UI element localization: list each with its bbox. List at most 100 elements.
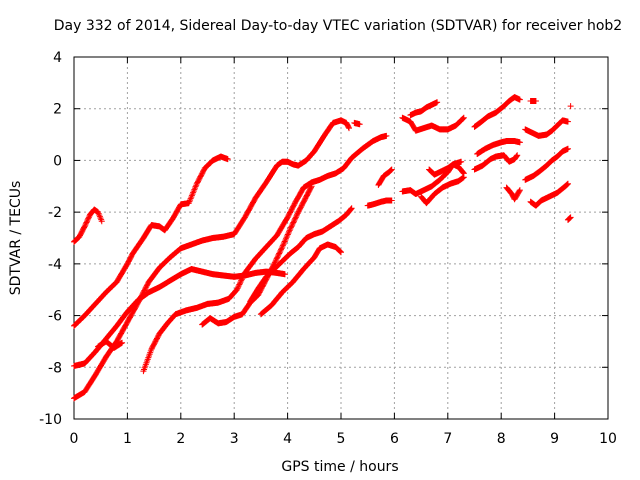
series-track: [426, 161, 467, 178]
data-point-marker: [240, 272, 247, 279]
data-point-marker: [287, 225, 294, 232]
data-point-marker: [279, 242, 286, 249]
x-tick-label: 2: [176, 431, 185, 447]
y-tick-labels: -10 -8 -6 -4 -2 0 2 4: [39, 50, 62, 428]
data-point-marker: [388, 166, 395, 173]
data-point-marker: [278, 245, 285, 252]
x-tick-label: 3: [230, 431, 239, 447]
data-point-marker: [283, 234, 290, 241]
x-tick-label: 1: [123, 431, 132, 447]
data-point-marker: [189, 191, 196, 198]
data-point-marker: [336, 248, 343, 255]
data-point-marker: [84, 218, 91, 225]
data-point-marker: [188, 194, 195, 201]
data-point-marker: [276, 249, 283, 256]
data-point-marker: [567, 103, 574, 110]
data-point-marker: [82, 222, 89, 229]
series-track: [564, 214, 574, 223]
data-point-marker: [348, 205, 355, 212]
series-track: [95, 338, 126, 351]
data-point-marker: [240, 273, 247, 280]
series-track: [257, 241, 344, 318]
data-point-marker: [281, 271, 288, 278]
x-tick-label: 9: [550, 431, 559, 447]
data-point-marker: [224, 156, 231, 163]
data-point-marker: [191, 186, 198, 193]
data-point-marker: [193, 182, 200, 189]
data-point-marker: [294, 211, 301, 218]
data-point-marker: [293, 213, 300, 220]
data-point-marker: [190, 188, 197, 195]
data-point-marker: [460, 169, 467, 176]
data-point-marker: [192, 183, 199, 190]
series-track: [71, 266, 288, 369]
y-tick-label: -8: [48, 360, 62, 376]
data-point-marker: [237, 278, 244, 285]
data-point-marker: [281, 238, 288, 245]
data-point-marker: [288, 223, 295, 230]
data-point-marker: [282, 235, 289, 242]
data-point-marker: [191, 185, 198, 192]
data-point-marker: [565, 216, 572, 223]
data-point-marker: [290, 218, 297, 225]
data-point-marker: [346, 125, 353, 132]
data-point-marker: [273, 255, 280, 262]
y-tick-label: -10: [39, 412, 62, 428]
data-point-marker: [233, 286, 240, 293]
data-point-marker: [345, 124, 352, 131]
series-track: [418, 174, 467, 207]
data-point-marker: [459, 115, 466, 122]
x-tick-label: 0: [70, 431, 79, 447]
y-tick-label: -4: [48, 257, 62, 273]
series-track: [527, 97, 539, 104]
series-track: [351, 119, 363, 128]
data-point-marker: [388, 166, 395, 173]
data-point-marker: [85, 215, 92, 222]
data-point-marker: [286, 228, 293, 235]
data-point-marker: [308, 184, 315, 191]
data-point-marker: [564, 180, 571, 187]
data-point-marker: [532, 97, 539, 104]
data-point-marker: [119, 339, 126, 346]
data-point-marker: [383, 132, 390, 139]
data-point-marker: [83, 219, 90, 226]
data-point-marker: [271, 259, 278, 266]
series-track: [71, 117, 353, 402]
data-point-marker: [337, 248, 344, 255]
data-point-marker: [98, 218, 105, 225]
data-point-marker: [289, 222, 296, 229]
x-tick-label: 5: [337, 431, 346, 447]
series-track: [471, 152, 521, 173]
series-track: [503, 184, 523, 203]
series-track: [522, 117, 571, 139]
data-point-marker: [235, 284, 242, 291]
x-tick-label: 4: [283, 431, 292, 447]
data-point-marker: [292, 214, 299, 221]
data-point-marker: [82, 220, 89, 227]
data-point-marker: [187, 197, 194, 204]
data-point-marker: [516, 96, 523, 103]
x-tick-label: 6: [390, 431, 399, 447]
x-tick-labels: 0 1 2 3 4 5 6 7 8 9 10: [70, 431, 617, 447]
data-point-marker: [291, 216, 298, 223]
data-point-marker: [516, 188, 523, 195]
y-tick-label: -6: [48, 309, 62, 325]
data-point-marker: [238, 276, 245, 283]
data-point-marker: [564, 118, 571, 125]
data-point-marker: [347, 206, 354, 213]
data-point-marker: [277, 247, 284, 254]
data-point-marker: [459, 168, 466, 175]
data-point-marker: [387, 167, 394, 174]
data-point-marker: [281, 239, 288, 246]
data-point-marker: [85, 214, 92, 221]
data-point-marker: [272, 258, 279, 265]
data-point-marker: [460, 170, 467, 177]
data-point-marker: [356, 121, 363, 128]
data-point-marker: [460, 115, 467, 122]
series-track: [364, 197, 395, 209]
data-point-marker: [190, 189, 197, 196]
data-point-marker: [458, 158, 465, 165]
data-point-marker: [292, 215, 299, 222]
data-point-marker: [234, 285, 241, 292]
